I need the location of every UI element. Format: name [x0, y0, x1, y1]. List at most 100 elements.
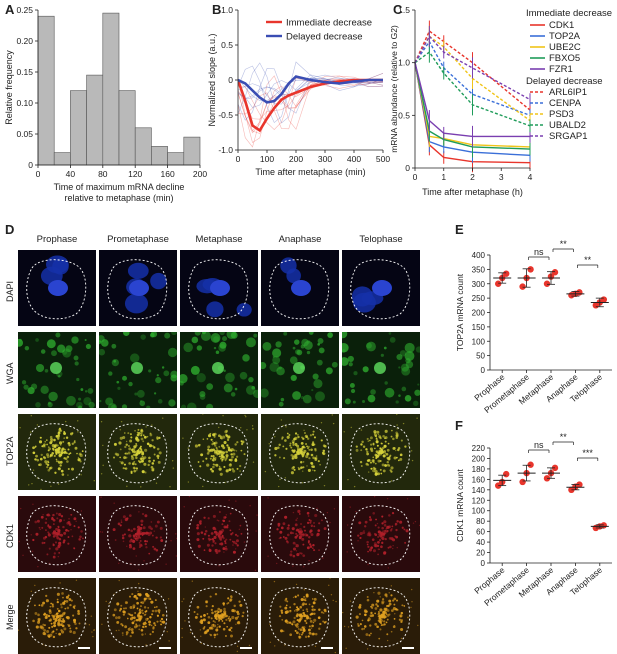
mrna-spot [363, 625, 367, 628]
mrna-spot [292, 532, 295, 535]
membrane-speck [219, 341, 227, 349]
mrna-spot [138, 628, 141, 631]
mrna-spot [136, 469, 138, 472]
mrna-spot [308, 457, 311, 460]
mrna-spot [301, 436, 303, 439]
membrane-speck [84, 338, 87, 341]
membrane-speck [181, 404, 187, 408]
mrna-spot [289, 606, 292, 609]
mrna-spot [189, 631, 192, 634]
mrna-spot [326, 511, 329, 514]
mrna-spot [388, 602, 392, 606]
membrane-speck [194, 332, 201, 336]
y-tick-label: 60 [476, 528, 485, 537]
mrna-spot [135, 439, 138, 442]
micrograph-image [18, 503, 87, 568]
membrane-speck [294, 339, 300, 345]
mrna-spot [285, 447, 288, 450]
membrane-speck [317, 338, 324, 344]
membrane-speck [196, 373, 206, 383]
mrna-spot [52, 615, 55, 617]
x-axis-label: Time after metaphase (h) [422, 187, 523, 197]
mrna-spot [150, 624, 153, 627]
mrna-spot [396, 546, 399, 549]
mrna-spot [289, 633, 293, 637]
cell-outline [269, 259, 330, 320]
membrane-speck [48, 391, 58, 402]
mrna-spot [44, 460, 48, 464]
mrna-spot [230, 626, 233, 630]
mrna-spot [71, 442, 74, 445]
membrane-speck [51, 350, 57, 357]
mrna-spot [204, 529, 208, 533]
mrna-spot [332, 599, 334, 602]
mrna-spot [317, 460, 320, 463]
mrna-spot [28, 484, 30, 486]
membrane-speck [180, 374, 188, 384]
mrna-spot [151, 630, 155, 634]
mrna-spot [370, 443, 373, 446]
mrna-spot [362, 531, 366, 535]
mrna-spot [373, 433, 376, 435]
mrna-spot [55, 628, 58, 631]
membrane-speck [384, 381, 388, 385]
membrane-speck [191, 336, 199, 344]
mrna-spot [223, 622, 226, 625]
micrograph-image [18, 332, 95, 408]
mrna-spot [393, 617, 396, 620]
mrna-spot [395, 528, 398, 532]
mrna-spot [222, 435, 226, 439]
mrna-spot [296, 552, 300, 557]
mrna-spot [214, 458, 217, 461]
mrna-spot [128, 534, 132, 538]
mrna-spot [71, 467, 74, 471]
mrna-spot [183, 506, 185, 508]
mrna-spot [313, 525, 316, 528]
mrna-spot [151, 424, 153, 426]
mrna-spot [381, 598, 385, 601]
mrna-spot [188, 496, 191, 498]
mrna-spot [294, 535, 298, 539]
mrna-spot [390, 480, 393, 482]
mrna-spot [309, 620, 313, 623]
mrna-spot [294, 595, 297, 598]
mrna-spot [176, 537, 177, 540]
mrna-spot [42, 514, 44, 516]
mrna-spot [395, 449, 397, 452]
mrna-spot [286, 432, 289, 435]
mrna-spot [357, 624, 360, 627]
membrane-speck [24, 345, 30, 351]
mrna-spot [141, 512, 145, 516]
membrane-speck [349, 383, 355, 388]
mrna-spot [74, 622, 77, 626]
mrna-spot [52, 635, 56, 639]
mrna-spot [296, 528, 300, 532]
mrna-spot [146, 617, 149, 620]
mrna-spot [196, 605, 200, 609]
membrane-speck [344, 398, 351, 405]
mrna-spot [112, 613, 116, 617]
mrna-spot [160, 623, 163, 626]
membrane-speck [99, 348, 106, 356]
mrna-spot [306, 616, 310, 620]
membrane-speck [168, 399, 176, 407]
mrna-spot [218, 536, 220, 538]
row-label: CDK1 [5, 523, 15, 548]
mrna-spot [225, 545, 227, 548]
mrna-spot [150, 600, 154, 604]
membrane-speck [150, 332, 158, 338]
mrna-spot [52, 518, 56, 522]
mrna-spot [359, 536, 362, 540]
mrna-spot [136, 433, 140, 437]
mrna-spot [136, 525, 140, 529]
mrna-spot [393, 597, 397, 601]
nucleus [129, 280, 149, 296]
mrna-spot [30, 534, 32, 536]
mrna-spot [219, 452, 223, 456]
y-tick-label: 220 [472, 444, 486, 453]
mrna-spot [249, 504, 251, 507]
mrna-spot [127, 612, 130, 615]
mrna-spot [297, 435, 300, 439]
significance-label: ns [534, 440, 544, 450]
membrane-speck [248, 376, 254, 383]
